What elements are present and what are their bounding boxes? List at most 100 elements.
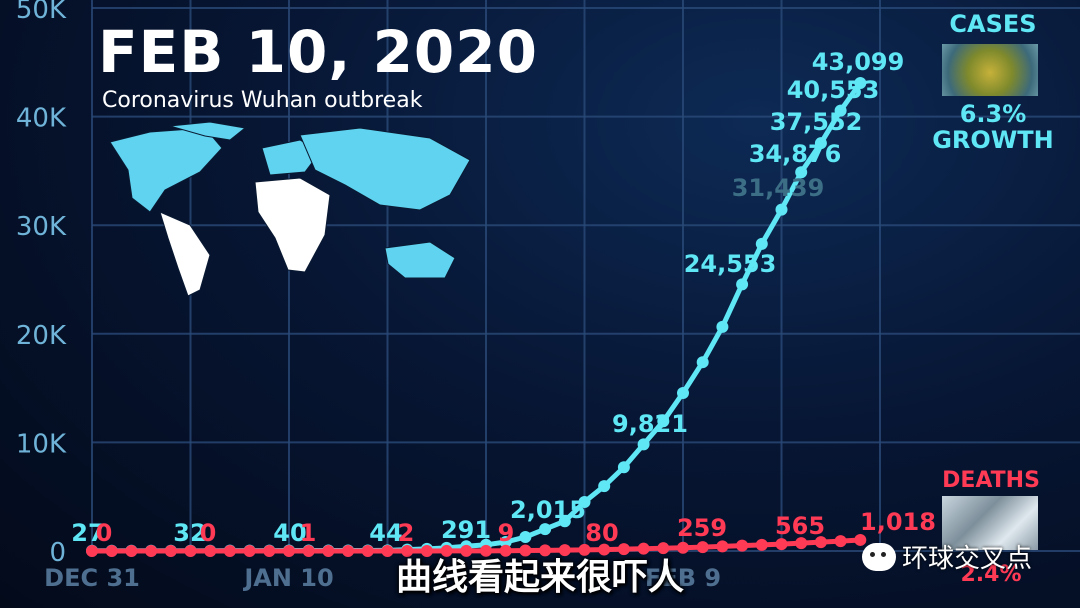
cases-data-point (755, 237, 768, 250)
deaths-data-point (401, 544, 414, 557)
deaths-data-point (145, 545, 158, 557)
cases-data-label: 32 (173, 519, 206, 547)
deaths-data-point (736, 539, 749, 552)
deaths-data-point (598, 543, 611, 556)
map-landmass (384, 241, 456, 279)
cases-data-label: 43,099 (812, 48, 905, 76)
y-tick-label: 40K (16, 104, 67, 134)
deaths-data-point (795, 537, 808, 550)
deaths-data-point (322, 544, 335, 557)
growth-value: 6.3% (959, 100, 1027, 128)
growth-label: GROWTH (932, 126, 1054, 154)
deaths-data-point (342, 544, 355, 557)
deaths-data-point (775, 538, 788, 551)
deaths-data-point (480, 544, 492, 557)
cases-data-point (775, 203, 788, 216)
cases-data-point (539, 523, 552, 536)
deaths-data-label: 9 (498, 519, 515, 547)
deaths-series-line (92, 537, 861, 554)
map-landmass (254, 177, 331, 273)
deaths-data-point (519, 544, 532, 557)
cases-data-point (499, 535, 512, 548)
deaths-data-label: 2 (398, 519, 415, 547)
deaths-data-point (204, 545, 217, 557)
cases-data-point (814, 137, 827, 150)
deaths-data-point (696, 541, 709, 554)
cases-data-label: 2,015 (510, 496, 586, 524)
cases-data-label: 40,553 (787, 76, 880, 104)
x-tick-label: JAN 10 (242, 564, 333, 592)
chart-subtitle: Coronavirus Wuhan outbreak (102, 88, 423, 113)
y-tick-label: 10K (16, 429, 67, 459)
deaths-data-point (184, 545, 197, 557)
cases-data-point (795, 166, 808, 179)
deaths-data-label: 259 (677, 514, 727, 542)
cases-data-point (519, 531, 532, 544)
cases-data-point (598, 480, 611, 493)
watermark: 环球交叉点 (862, 538, 1032, 575)
deaths-data-point (854, 533, 867, 546)
deaths-rate: 2.4% (960, 562, 1022, 587)
deaths-data-point (440, 544, 453, 557)
map-landmass (109, 127, 223, 213)
deaths-data-point (283, 544, 295, 557)
deaths-data-label: 0 (96, 519, 113, 547)
cases-data-point (716, 320, 729, 333)
deaths-data-point (105, 545, 118, 557)
deaths-data-label: 1,018 (860, 508, 936, 536)
y-tick-label: 50K (16, 0, 67, 25)
deaths-data-point (677, 541, 689, 554)
chart-title: FEB 10, 2020 (98, 18, 539, 86)
deaths-data-label: 80 (585, 519, 618, 547)
hospital-image (942, 496, 1038, 550)
cases-data-point (834, 104, 847, 117)
cases-data-label: 291 (441, 516, 491, 544)
cases-data-label: 27 (71, 519, 104, 547)
cases-data-point (854, 76, 867, 89)
x-tick-label: DEC 31 (44, 564, 140, 592)
cases-data-point (558, 515, 571, 528)
deaths-data-point (637, 542, 650, 555)
deaths-data-point (834, 535, 847, 548)
deaths-data-point (164, 545, 177, 557)
cases-heading: CASES (949, 10, 1037, 38)
deaths-data-point (263, 545, 276, 557)
map-landmass (159, 211, 211, 297)
deaths-data-point (558, 544, 571, 557)
y-tick-label: 20K (16, 321, 67, 351)
deaths-data-point (716, 540, 729, 553)
cases-data-label: 40 (273, 519, 306, 547)
cases-data-point (637, 438, 650, 451)
cases-data-point (677, 386, 689, 399)
cases-data-point (736, 278, 749, 291)
virus-image (942, 44, 1038, 96)
cases-data-label: 34,876 (749, 140, 842, 168)
watermark-text: 环球交叉点 (902, 544, 1033, 574)
deaths-data-point (243, 545, 256, 557)
deaths-data-point (814, 536, 827, 549)
x-tick-label: FEB 9 (645, 564, 721, 592)
y-tick-label: 30K (16, 212, 67, 242)
deaths-data-label: 0 (200, 519, 217, 547)
deaths-data-point (499, 544, 512, 557)
cases-data-label: 31,439 (732, 174, 825, 202)
deaths-data-point (86, 545, 98, 557)
cases-data-point (578, 495, 591, 508)
wechat-icon (862, 542, 896, 571)
cases-data-label: 9,821 (612, 410, 688, 438)
deaths-data-point (755, 538, 768, 551)
cases-data-label: 44 (369, 519, 402, 547)
deaths-data-point (460, 544, 473, 557)
cases-data-point (617, 461, 630, 474)
deaths-data-point (617, 543, 630, 556)
deaths-data-point (381, 544, 394, 557)
y-tick-label: 0 (49, 538, 66, 568)
deaths-data-point (420, 544, 433, 557)
world-map (109, 121, 471, 297)
deaths-data-point (223, 545, 236, 557)
deaths-data-point (361, 544, 374, 557)
map-landmass (299, 127, 471, 211)
deaths-data-point (302, 544, 315, 557)
